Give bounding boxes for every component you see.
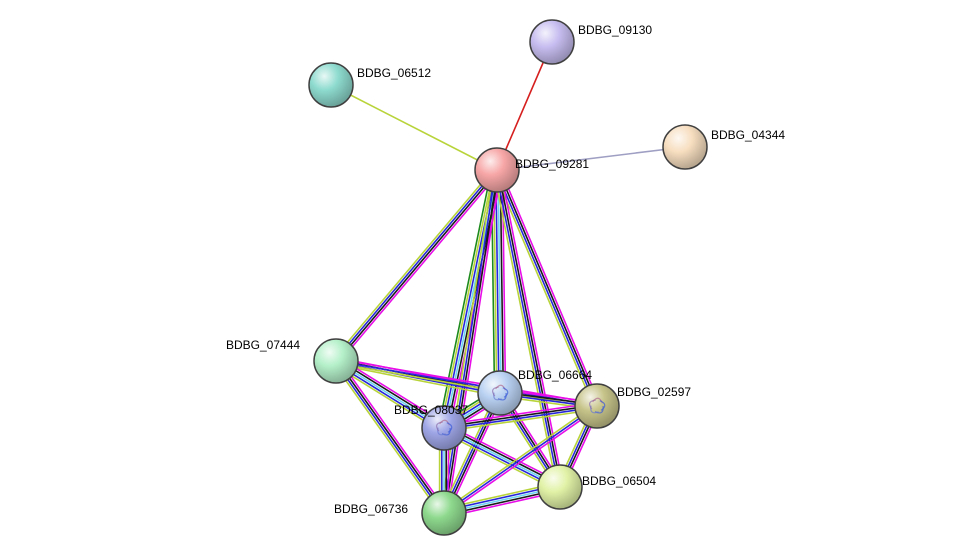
protein-node[interactable] [314, 339, 358, 383]
edge-line[interactable] [331, 85, 497, 170]
protein-node[interactable] [575, 384, 619, 428]
edge-line[interactable] [498, 170, 561, 487]
protein-node[interactable] [422, 406, 466, 450]
protein-node[interactable] [530, 20, 574, 64]
edge-line[interactable] [500, 169, 600, 405]
graph-svg [0, 0, 975, 539]
protein-node[interactable] [422, 491, 466, 535]
protein-node[interactable] [538, 465, 582, 509]
protein-node[interactable] [475, 148, 519, 192]
edge-line[interactable] [494, 171, 594, 407]
protein-node[interactable] [309, 63, 353, 107]
network-graph: BDBG_09281BDBG_09130BDBG_06512BDBG_04344… [0, 0, 975, 539]
edge-line[interactable] [497, 147, 685, 170]
edges-group [331, 42, 685, 517]
edge-line[interactable] [498, 170, 598, 406]
protein-node[interactable] [663, 125, 707, 169]
edge-line[interactable] [496, 170, 596, 406]
protein-node[interactable] [478, 371, 522, 415]
